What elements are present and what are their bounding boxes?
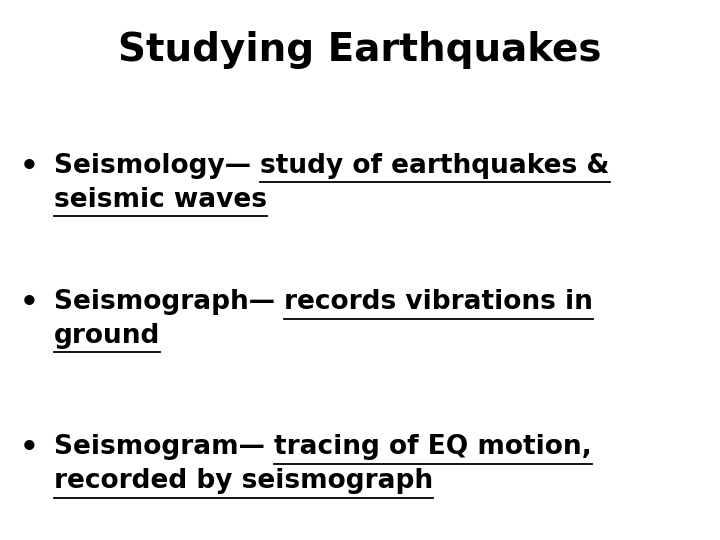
Text: •: • xyxy=(19,434,38,462)
Text: recorded by seismograph: recorded by seismograph xyxy=(54,468,433,494)
Text: seismic waves: seismic waves xyxy=(54,186,267,213)
Text: tracing of EQ motion,: tracing of EQ motion, xyxy=(274,434,592,461)
Text: ground: ground xyxy=(54,323,161,349)
Text: Studying Earthquakes: Studying Earthquakes xyxy=(118,31,602,69)
Text: records vibrations in: records vibrations in xyxy=(284,289,593,315)
Text: •: • xyxy=(19,153,38,181)
Text: •: • xyxy=(19,289,38,317)
Text: Seismograph—: Seismograph— xyxy=(54,289,284,315)
Text: Seismology—: Seismology— xyxy=(54,153,260,179)
Text: Seismogram—: Seismogram— xyxy=(54,434,274,461)
Text: study of earthquakes &: study of earthquakes & xyxy=(260,153,610,179)
